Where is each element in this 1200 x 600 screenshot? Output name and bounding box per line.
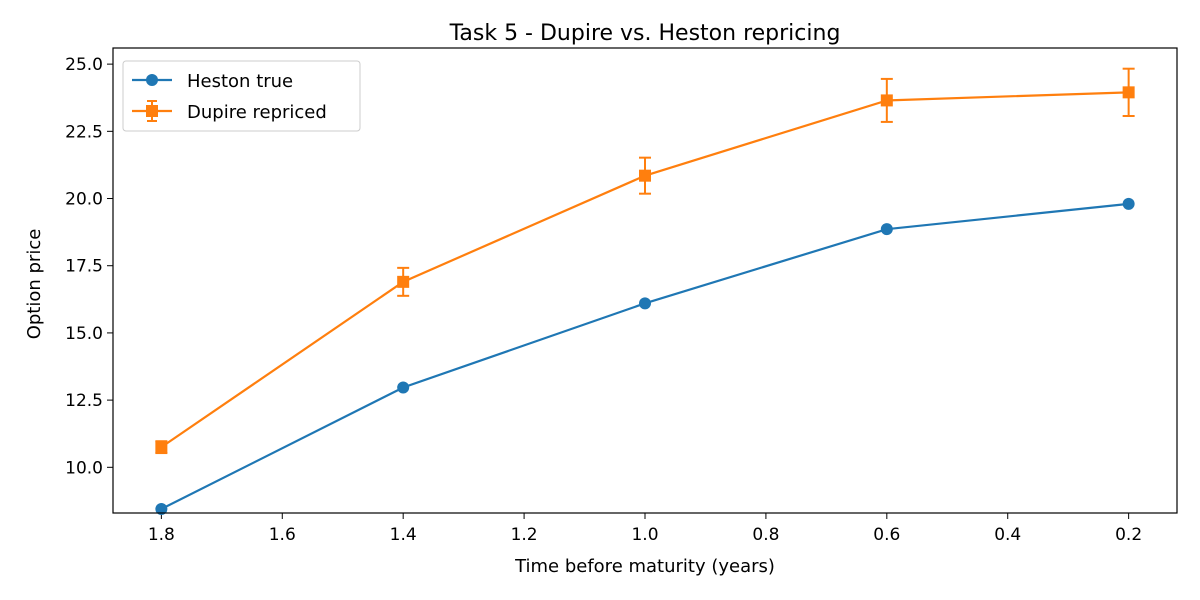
- legend: Heston true Dupire repriced: [122, 60, 361, 132]
- y-axis-label: Option price: [24, 229, 45, 340]
- y-tick-label: 10.0: [65, 458, 103, 478]
- y-tick-label: 12.5: [65, 391, 103, 411]
- data-point-circle: [397, 381, 410, 394]
- plot-area: 1.8 1.6 1.4 1.2 1.0 0.8 0.6 0.4 0.2 10.0 12.5 15.0 1…: [65, 55, 1142, 545]
- data-point-circle: [880, 223, 893, 236]
- x-tick-label: 0.2: [1115, 525, 1142, 545]
- x-tick-label: 0.8: [752, 525, 779, 545]
- data-point-square: [1122, 86, 1135, 99]
- y-tick-label: 15.0: [65, 324, 103, 344]
- x-tick-label: 1.8: [148, 525, 175, 545]
- legend-label: Heston true: [187, 71, 293, 92]
- y-tick-label: 22.5: [65, 122, 103, 142]
- x-axis-label: Time before maturity (years): [514, 556, 775, 577]
- data-point-circle: [1122, 197, 1135, 210]
- data-point-circle: [639, 297, 651, 310]
- legend-box: [122, 60, 361, 132]
- legend-marker-circle: [146, 74, 158, 86]
- x-tick-label: 1.2: [511, 525, 538, 545]
- data-point-square: [639, 169, 651, 182]
- data-point-circle: [155, 502, 168, 515]
- x-tick-label: 1.0: [631, 525, 658, 545]
- data-point-square: [397, 275, 410, 288]
- data-point-square: [880, 94, 893, 107]
- x-tick-label: 1.6: [269, 525, 296, 545]
- y-tick-label: 17.5: [65, 257, 103, 277]
- x-tick-label: 0.6: [873, 525, 900, 545]
- legend-marker-square: [146, 105, 158, 117]
- x-tick-label: 1.4: [390, 525, 417, 545]
- y-tick-label: 20.0: [65, 190, 103, 210]
- data-point-square: [155, 441, 168, 454]
- plot-frame: [112, 47, 1178, 514]
- x-tick-label: 0.4: [994, 525, 1021, 545]
- legend-label: Dupire repriced: [187, 102, 327, 123]
- chart-title: Task 5 - Dupire vs. Heston repricing: [449, 21, 841, 46]
- y-tick-label: 25.0: [65, 55, 103, 75]
